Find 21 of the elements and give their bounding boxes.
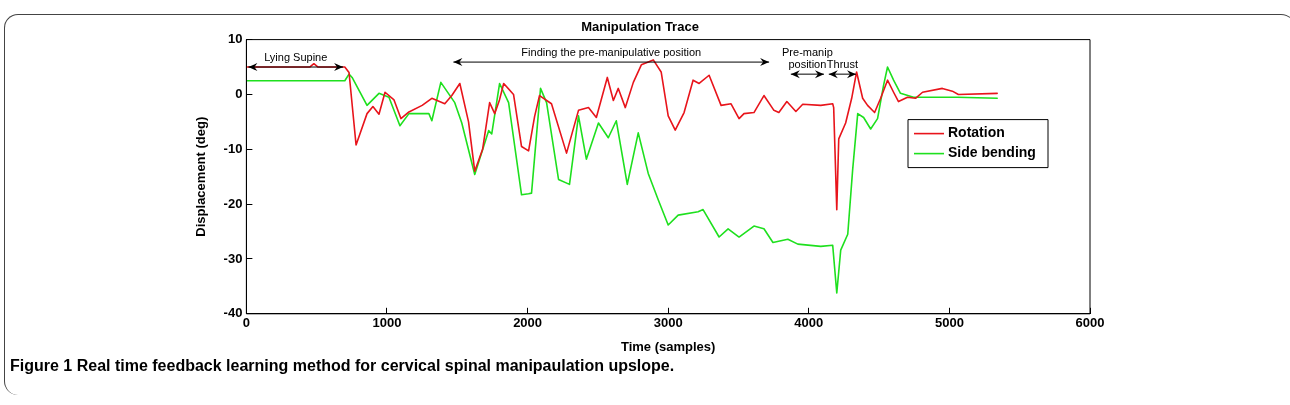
y-tick-label: -10 — [223, 140, 243, 156]
y-axis-title: Displacement (deg) — [193, 116, 209, 237]
x-tick-label: 3000 — [653, 315, 683, 331]
annotation: Thrust — [826, 57, 858, 70]
chart-title: Manipulation Trace — [581, 19, 699, 35]
x-tick-label: 1000 — [372, 315, 402, 331]
legend-label: Rotation — [948, 124, 1005, 141]
x-tick-label: 5000 — [934, 315, 964, 331]
y-tick-label: 0 — [235, 86, 243, 102]
y-tick-label: -40 — [223, 305, 243, 321]
annotation: Finding the pre-manipulative position — [521, 45, 702, 58]
y-tick-label: -20 — [223, 195, 243, 211]
y-tick-label: -30 — [223, 250, 243, 266]
caption: Figure 1 Real time feedback learning method for cervical spinal manipaulation upslope. — [10, 357, 675, 374]
legend-label: Side bending — [948, 144, 1036, 161]
annotation: Lying Supine — [264, 50, 328, 63]
x-tick-label: 6000 — [1075, 315, 1105, 331]
x-axis-title: Time (samples) — [620, 338, 716, 354]
x-tick-label: 4000 — [794, 315, 824, 331]
y-tick-label: 10 — [227, 31, 243, 47]
x-tick-label: 2000 — [513, 315, 543, 331]
